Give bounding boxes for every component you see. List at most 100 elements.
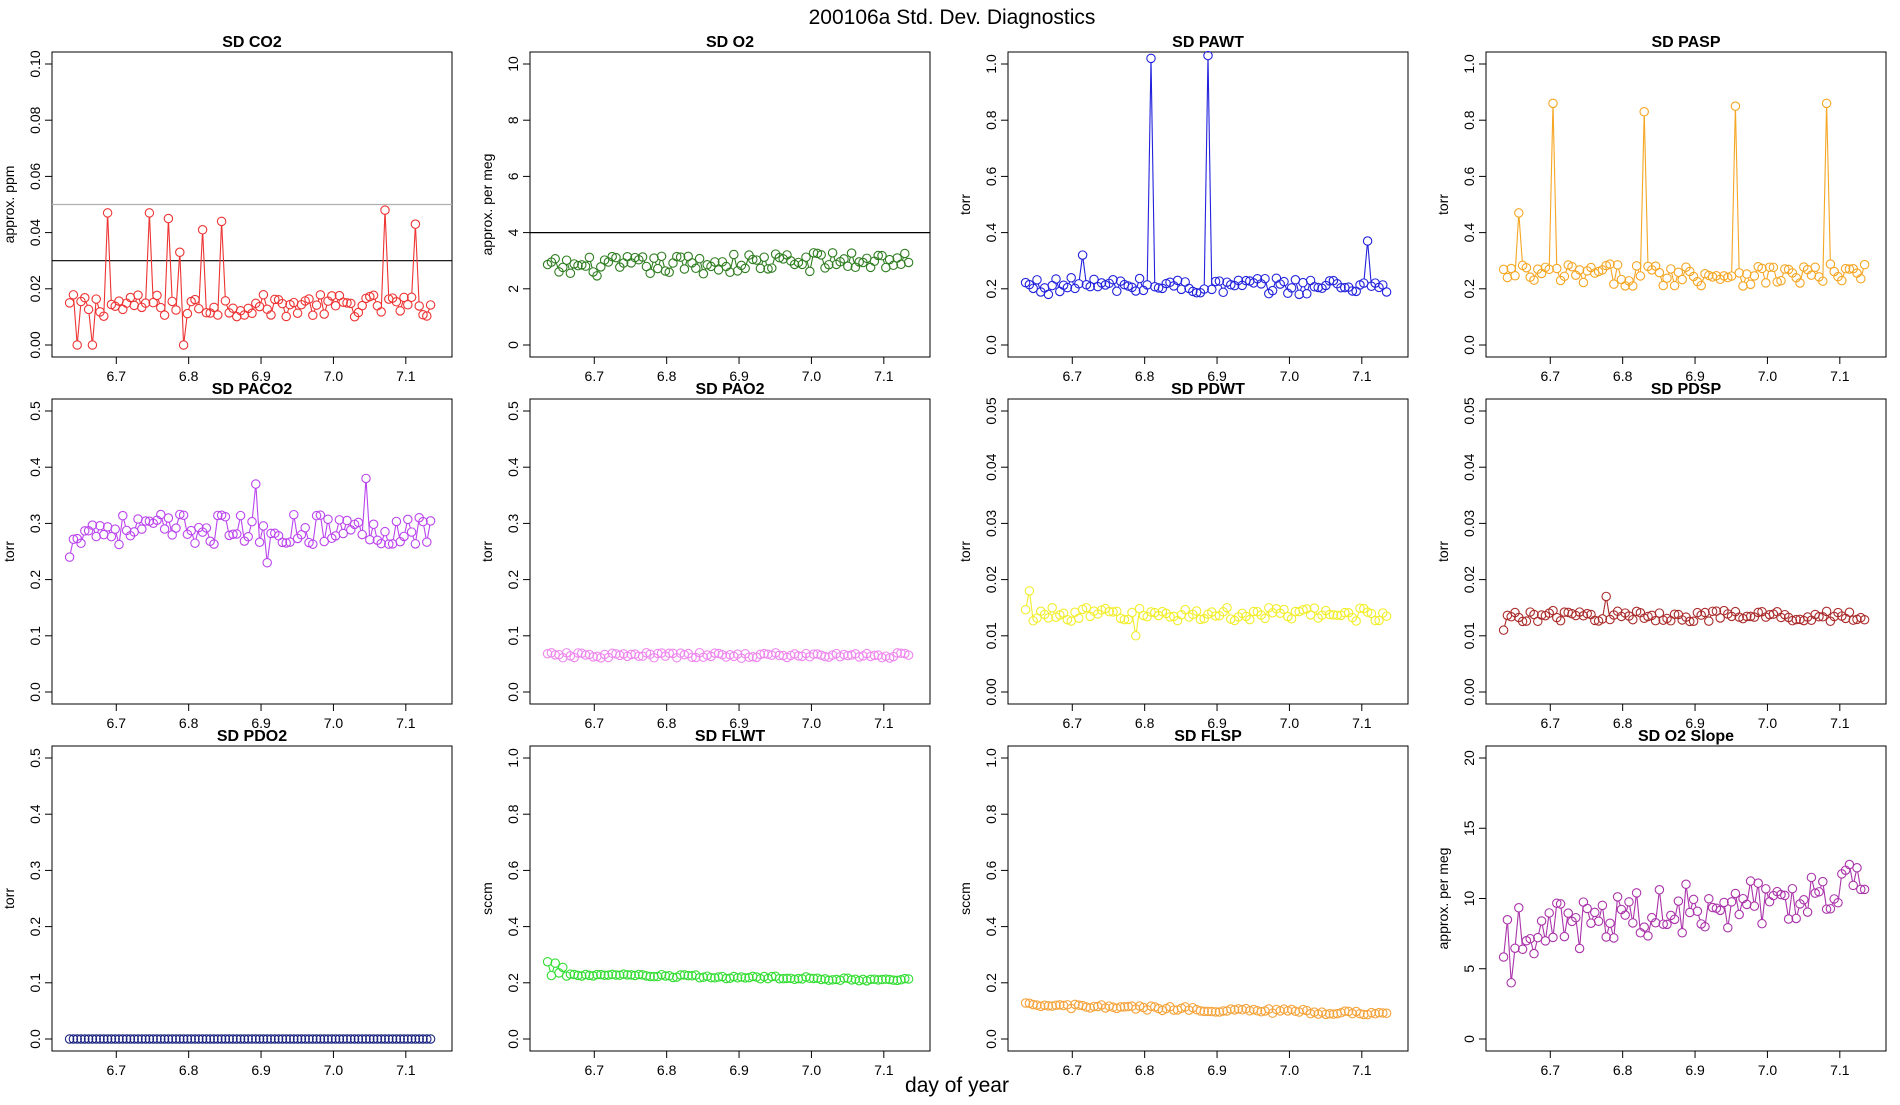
series-segment [1614,901,1617,934]
x-tick-label: 6.7 [1541,368,1561,384]
series-segment [1615,269,1617,280]
series-segment [1725,907,1728,924]
series-segment [287,309,288,313]
series-segment [1675,905,1677,915]
series-segment [329,523,331,534]
x-tick-label: 6.7 [107,715,127,731]
series-segment [261,530,263,538]
data-point [88,341,96,349]
data-point [1075,614,1083,622]
series-segment [1763,272,1765,278]
series-segment [1858,872,1860,885]
series-segment [375,528,377,536]
x-tick-label: 7.0 [324,1062,344,1078]
y-tick-label: 0.8 [983,804,999,824]
data-point [680,265,688,273]
series-segment [1732,110,1736,272]
data-point [1537,917,1545,925]
data-point [1025,587,1033,595]
series-segment [1740,277,1741,282]
x-tick-label: 7.1 [1352,715,1372,731]
series-segment [1603,601,1605,615]
x-tick-label: 7.0 [802,1062,822,1078]
data-point [312,301,320,309]
y-tick-label: 1.0 [505,748,521,768]
data-point [1033,276,1041,284]
data-point [1636,272,1644,280]
series-segment [1633,897,1636,919]
y-tick-label: 20 [1461,750,1477,766]
data-point [164,214,172,222]
x-tick-label: 6.8 [657,715,677,731]
x-tick-label: 7.0 [1758,1062,1778,1078]
data-point [1511,944,1519,952]
series-segment [1812,882,1814,890]
data-point [1731,102,1739,110]
data-point [1765,898,1773,906]
data-point [1067,274,1075,282]
series-segment [1519,217,1522,261]
series-segment [74,299,77,341]
plot-frame [1486,746,1886,1051]
series-segment [1038,284,1039,288]
x-tick-label: 6.8 [657,1062,677,1078]
y-tick-label: 0.2 [1461,279,1477,299]
data-point [1515,209,1523,217]
series-segment [1823,108,1827,277]
series-segment [1676,276,1678,281]
y-tick-label: 0.2 [505,570,521,590]
series-segment [341,524,343,530]
series-segment [1083,259,1086,280]
data-point [904,258,912,266]
x-tick-label: 7.1 [874,368,894,384]
data-point [1052,275,1060,283]
series-segment [568,264,569,269]
series-segment [382,536,383,540]
x-tick-label: 7.0 [1280,368,1300,384]
series-segment [180,256,183,340]
data-point [1044,290,1052,298]
data-point [1625,898,1633,906]
data-point [404,515,412,523]
series-segment [1151,63,1155,283]
data-point [309,311,317,319]
series-segment [663,260,665,267]
data-point [301,524,309,532]
data-point [1853,864,1861,872]
series-segment [1823,886,1826,905]
y-tick-label: 0.6 [505,860,521,880]
data-point [806,267,814,275]
plot-frame [530,746,930,1051]
data-point [1762,279,1770,287]
series-segment [1565,917,1567,932]
data-point [1503,916,1511,924]
series-segment [746,259,747,264]
series-segment [1735,110,1739,268]
y-tick-label: 0 [1461,1035,1477,1043]
series-segment [416,228,419,301]
y-tick-label: 0.0 [983,335,999,355]
series-segment [405,524,407,533]
y-tick-label: 0.03 [983,510,999,537]
series-segment [1585,275,1586,279]
x-tick-label: 6.7 [585,368,605,384]
plot-frame [1486,52,1886,357]
y-tick-label: 0.04 [1461,453,1477,480]
series-segment [1580,906,1583,944]
series-segment [124,520,126,527]
x-tick-label: 7.1 [874,715,894,731]
series-segment [1505,619,1507,626]
data-point [1135,274,1143,282]
y-axis-label: sccm [957,882,973,915]
series-segment [1368,245,1371,282]
y-tick-label: 0.02 [1461,566,1477,593]
data-point [760,253,768,261]
data-point [1613,893,1621,901]
data-point [1705,617,1713,625]
series-segment [1611,268,1613,280]
data-point [103,209,111,217]
series-segment [1515,912,1518,944]
